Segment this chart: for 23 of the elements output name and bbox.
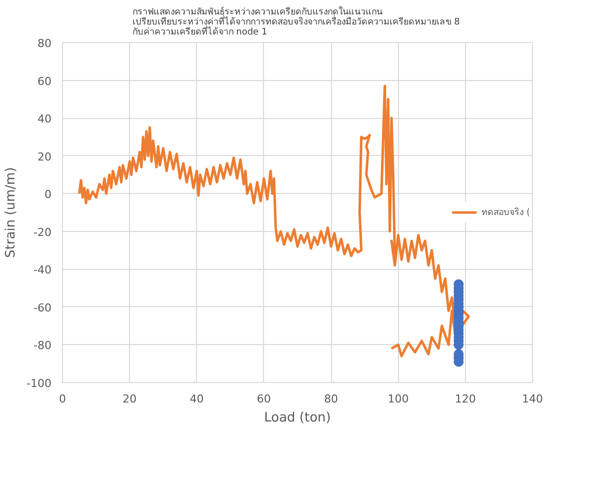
legend-label: ทดสอบจริง (: [482, 206, 530, 219]
y-axis-title: Strain (um/m): [4, 167, 19, 258]
x-tick-label: 60: [256, 392, 271, 406]
x-tick-label: 40: [190, 392, 204, 406]
y-tick-label: 20: [38, 150, 52, 164]
y-tick-label: -40: [34, 264, 52, 277]
x-tick-label: 20: [122, 392, 137, 406]
y-tick-label: 80: [38, 37, 52, 50]
line-series: [78, 84, 470, 358]
x-tick-label: 100: [388, 392, 409, 406]
y-tick-label: 60: [38, 74, 52, 88]
x-axis-title: Load (ton): [264, 410, 331, 426]
y-tick-label: -20: [34, 226, 52, 239]
y-tick-label: -60: [34, 301, 52, 314]
chart-title: กราฟแสดงความสัมพันธ์ระหว่างความเครียดกับแรงกดในแนวแกน เปรียบเทียบระหว่างค่าที่ได้จากการทดสอบจริงจากเครื่องมือวัดความเครียดหมายเลข 8 กับค่าความเครียดที่ได้จาก node 1: [132, 6, 460, 38]
y-tick-label: 40: [38, 112, 52, 126]
y-tick-label: 0: [44, 188, 52, 202]
x-tick-label: 120: [454, 392, 476, 406]
x-tick-label: 140: [522, 392, 543, 406]
y-tick-label: -80: [34, 339, 52, 352]
x-tick-label: 80: [324, 392, 338, 406]
y-tick-label: -100: [26, 377, 52, 390]
x-tick-label: 0: [59, 392, 66, 406]
